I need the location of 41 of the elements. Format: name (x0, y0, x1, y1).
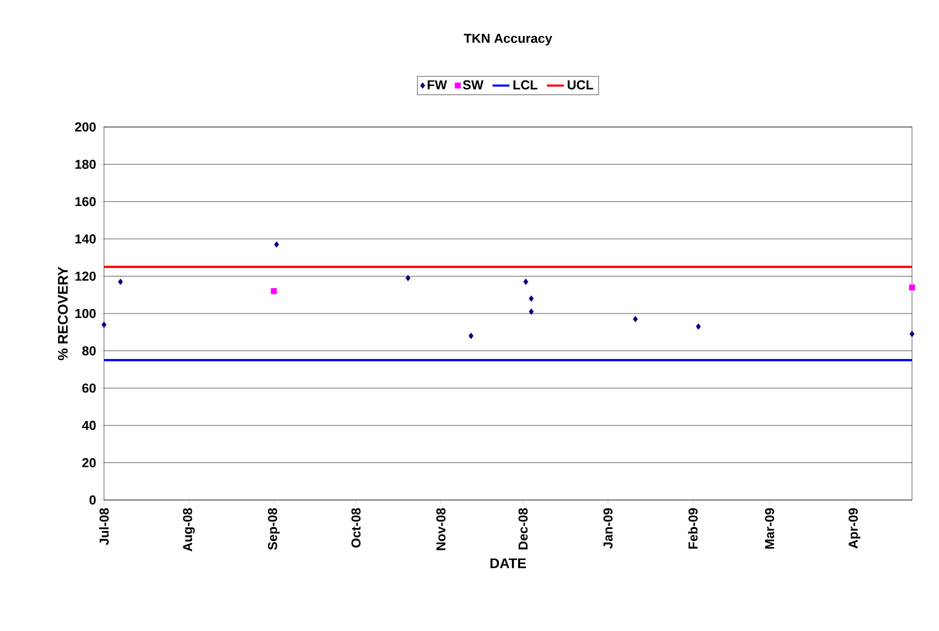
legend-label: SW (462, 80, 484, 90)
x-tick-label: Jul-08 (99, 508, 109, 545)
point (118, 278, 123, 285)
x-axis-title: DATE (490, 558, 526, 568)
x-tick-label: Aug-08 (183, 508, 195, 552)
point (102, 322, 106, 328)
y-tick-label: 100 (75, 308, 96, 318)
point (632, 316, 638, 322)
y-tick-label: 120 (75, 272, 96, 281)
legend-label: LCL (513, 80, 538, 90)
legend-label: FW (428, 80, 448, 90)
y-tick-label: 140 (75, 234, 96, 244)
y-tick-label: 200 (75, 122, 96, 132)
chart-title: TKN Accuracy (464, 34, 552, 46)
x-tick-label: Sep-08 (268, 508, 280, 550)
point (909, 284, 915, 290)
y-tick-label: 0 (90, 495, 96, 505)
point (468, 332, 474, 340)
y-tick-label: 20 (82, 458, 96, 468)
x-tick-label: Oct-08 (351, 508, 361, 548)
x-tick-label: Jan-09 (603, 508, 613, 549)
point (406, 274, 410, 282)
point (528, 308, 534, 315)
y-tick-label: 160 (75, 197, 96, 206)
y-tick-label: 80 (82, 346, 96, 356)
x-tick-label: Mar-09 (764, 508, 774, 549)
point (910, 330, 914, 338)
y-tick-label: 180 (75, 160, 96, 169)
point (696, 323, 701, 330)
y-tick-label: 60 (82, 384, 96, 393)
y-tick-label: 40 (82, 420, 96, 430)
legend-label: UCL (568, 80, 594, 90)
x-tick-label: Dec-08 (518, 508, 528, 550)
point (523, 278, 528, 285)
x-tick-label: Nov-08 (436, 508, 446, 550)
point (270, 288, 277, 294)
point (528, 295, 534, 302)
y-axis-title: % RECOVERY (58, 266, 68, 360)
point (274, 241, 279, 248)
x-tick-label: Apr-09 (848, 508, 860, 548)
x-tick-label: Feb-09 (688, 508, 698, 549)
